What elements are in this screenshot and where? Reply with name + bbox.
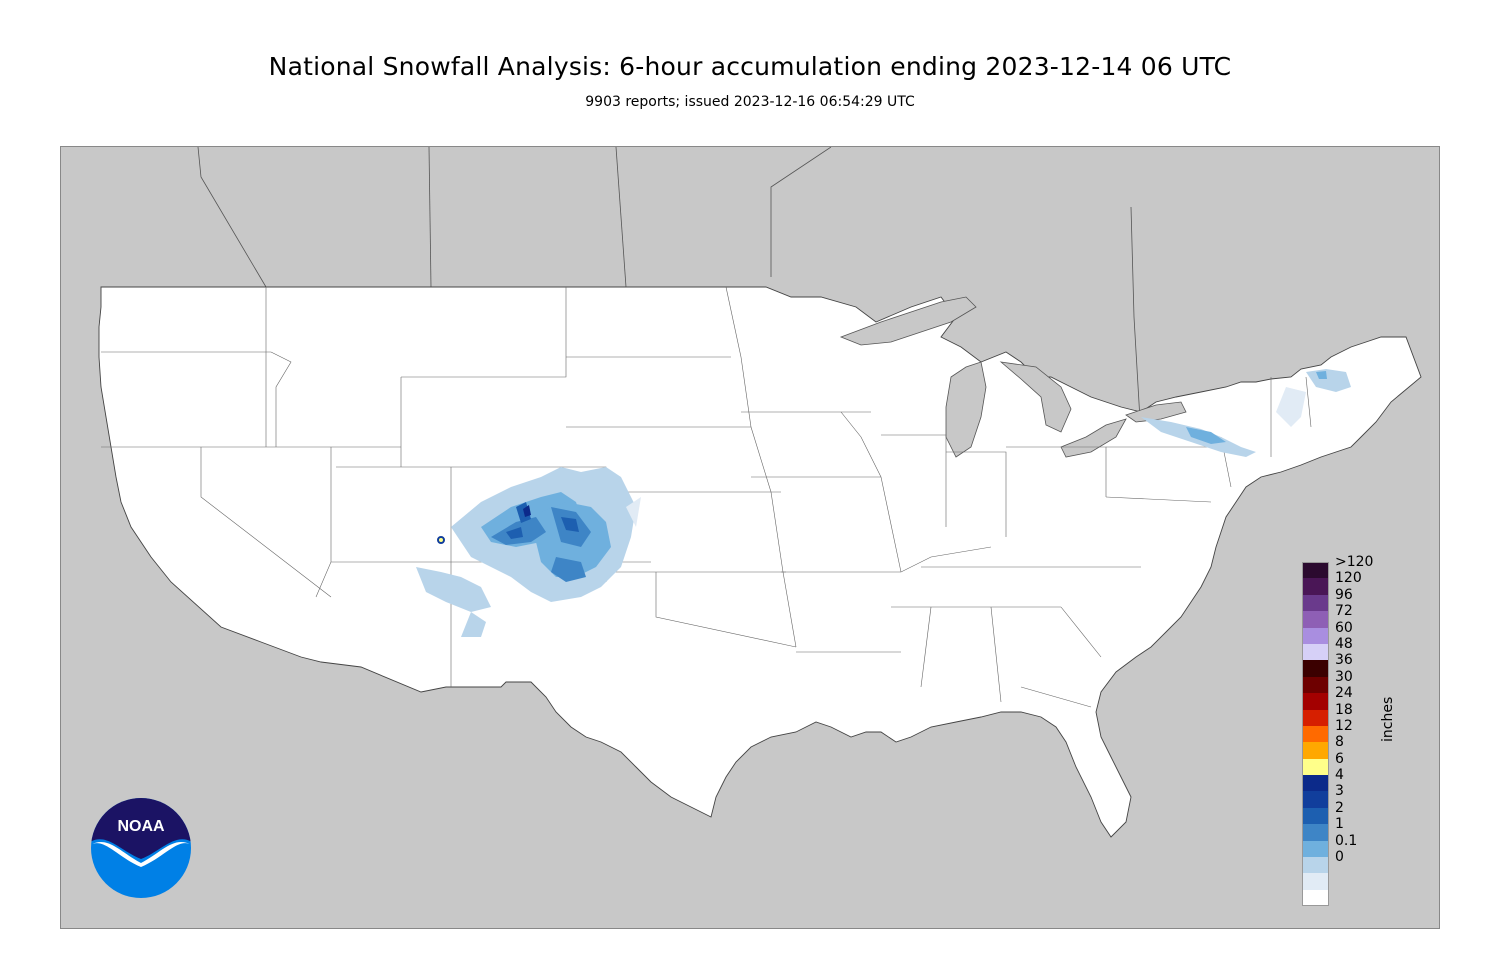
legend-label: 120 xyxy=(1335,570,1362,587)
legend-label: 6 xyxy=(1335,750,1344,767)
legend-label: 48 xyxy=(1335,635,1353,652)
legend-label: 72 xyxy=(1335,603,1353,620)
legend-label: 36 xyxy=(1335,652,1353,669)
map-title: National Snowfall Analysis: 6-hour accum… xyxy=(268,52,1232,81)
legend-swatch xyxy=(1302,807,1329,825)
legend-label: 18 xyxy=(1335,701,1353,718)
legend-label: 24 xyxy=(1335,685,1353,702)
legend-swatch xyxy=(1302,725,1329,743)
legend-label: 0.1 xyxy=(1335,832,1358,849)
legend-swatch xyxy=(1302,693,1329,710)
legend-swatch xyxy=(1302,873,1329,890)
legend-swatch xyxy=(1302,824,1329,841)
legend-label xyxy=(1335,865,1373,881)
legend-swatch xyxy=(1302,578,1329,595)
noaa-logo-text: NOAA xyxy=(117,818,165,835)
map-subtitle: 9903 reports; issued 2023-12-16 06:54:29… xyxy=(585,94,915,110)
legend-units-label: inches xyxy=(1380,696,1396,742)
legend-label: 3 xyxy=(1335,783,1344,800)
legend-swatch xyxy=(1302,840,1329,858)
legend-swatch xyxy=(1302,775,1329,792)
noaa-logo: NOAA xyxy=(90,797,192,903)
legend-swatch xyxy=(1302,594,1329,612)
legend-swatch xyxy=(1302,758,1329,776)
legend-colorbar xyxy=(1302,562,1330,907)
legend-label: 8 xyxy=(1335,734,1344,751)
legend-label: 30 xyxy=(1335,668,1353,685)
legend-swatch xyxy=(1302,889,1329,907)
legend-label: 2 xyxy=(1335,799,1344,816)
snowfall-map xyxy=(60,146,1440,929)
legend-swatch xyxy=(1302,562,1329,579)
legend-label xyxy=(1335,882,1373,898)
legend-swatch xyxy=(1302,791,1329,808)
canada-borders xyxy=(197,147,1142,438)
legend-swatch xyxy=(1302,660,1329,677)
legend-label: 1 xyxy=(1335,816,1344,833)
legend-swatch xyxy=(1302,709,1329,726)
snowfall-shading-northeast xyxy=(1141,369,1351,457)
legend-swatch xyxy=(1302,742,1329,759)
great-lakes xyxy=(839,296,1187,458)
legend-label: 60 xyxy=(1335,619,1353,636)
legend-label: 96 xyxy=(1335,586,1353,603)
legend-swatch xyxy=(1302,857,1329,874)
legend-label: 4 xyxy=(1335,767,1344,784)
legend-label: 12 xyxy=(1335,717,1353,734)
legend-swatch xyxy=(1302,627,1329,644)
legend-swatch xyxy=(1302,676,1329,694)
legend-label: 0 xyxy=(1335,849,1344,866)
legend-swatch xyxy=(1302,611,1329,628)
us-landmass xyxy=(98,286,1422,838)
snowfall-shading-west xyxy=(416,467,641,637)
legend-label: >120 xyxy=(1335,554,1374,570)
map-canvas xyxy=(61,147,1439,928)
legend-labels: >120 120 96 72 60 48 36 30 24 18 12 8 6 4 3 2 1 0.1 0 xyxy=(1335,554,1373,898)
legend-swatch xyxy=(1302,643,1329,661)
